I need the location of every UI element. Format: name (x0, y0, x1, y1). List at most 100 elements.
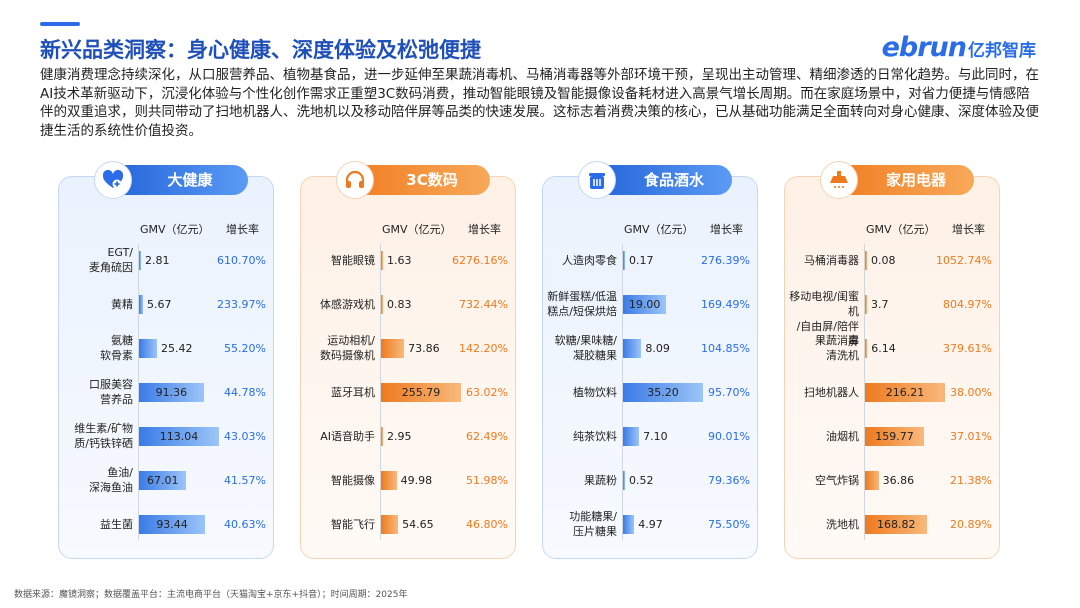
gmv-bar (381, 338, 405, 358)
gmv-value-label: 0.52 (629, 473, 654, 487)
intro-paragraph: 健康消费理念持续深化，从口服营养品、植物基食品，进一步延伸至果蔬消毒机、马桶消毒… (40, 67, 1039, 139)
gmv-value-label: 19.00 (628, 297, 661, 311)
gmv-bar (623, 294, 667, 314)
gmv-value-label: 2.95 (387, 429, 412, 443)
bar-axis-line (380, 244, 381, 540)
growth-rate-label: 276.39% (701, 253, 750, 267)
gmv-value-label: 113.04 (159, 429, 199, 443)
gmv-value-label: 2.81 (145, 253, 170, 267)
panel-title: 大健康 (167, 171, 213, 189)
category-label: AI语音助手 (320, 429, 375, 443)
category-label: 益生菌 (100, 517, 133, 531)
gmv-bar (623, 382, 703, 402)
gmv-bar (139, 250, 141, 270)
growth-rate-label: 38.00% (950, 385, 992, 399)
gmv-value-label: 1.63 (387, 253, 412, 267)
gmv-value-label: 3.7 (871, 297, 889, 311)
chart-panel-4 (784, 176, 1000, 559)
growth-column-header: 增长率 (468, 223, 501, 236)
category-label: 黄精 (111, 297, 133, 311)
gmv-value-label: 4.97 (638, 517, 663, 531)
gmv-value-label: 0.08 (871, 253, 896, 267)
gmv-value-label: 0.17 (629, 253, 654, 267)
gmv-value-label: 0.83 (387, 297, 412, 311)
gmv-value-label: 35.20 (647, 385, 679, 399)
gmv-value-label: 73.86 (408, 341, 440, 355)
gmv-bar (139, 470, 187, 490)
gmv-bar (623, 514, 635, 534)
category-label: 新鲜蛋糕/低温 糕点/短保烘焙 (547, 290, 617, 318)
growth-rate-label: 804.97% (943, 297, 992, 311)
gmv-bar (381, 294, 383, 314)
growth-rate-label: 90.01% (708, 429, 750, 443)
gmv-value-label: 8.09 (645, 341, 670, 355)
gmv-value-label: 67.01 (146, 473, 179, 487)
gmv-bar (139, 514, 206, 534)
panel-title: 3C数码 (406, 171, 458, 189)
category-label: 氨糖 软骨素 (100, 334, 133, 362)
gmv-value-label: 93.44 (156, 517, 188, 531)
category-label: 智能眼镜 (331, 253, 375, 267)
gmv-bar (865, 426, 925, 446)
growth-rate-label: 79.36% (708, 473, 750, 487)
category-label: 运动相机/数码摄像机 (320, 334, 375, 362)
gmv-bar (623, 426, 640, 446)
headphones-icon (336, 161, 374, 199)
gmv-value-label: 159.77 (875, 429, 914, 443)
gmv-value-label: 216.21 (885, 385, 925, 399)
bar-axis-line (138, 244, 139, 540)
gmv-bar (139, 294, 143, 314)
logo-subtitle: 亿邦智库 (968, 41, 1036, 61)
growth-rate-label: 1052.74% (936, 253, 992, 267)
bar-axis-line (864, 244, 865, 540)
growth-rate-label: 20.89% (950, 517, 992, 531)
gmv-bar (139, 382, 204, 402)
category-label: 洗地机 (826, 517, 859, 531)
category-label: 植物饮料 (573, 385, 617, 399)
growth-rate-label: 75.50% (708, 517, 750, 531)
gmv-bar (623, 250, 625, 270)
gmv-value-label: 36.86 (882, 473, 915, 487)
growth-rate-label: 40.63% (224, 517, 266, 531)
growth-rate-label: 41.57% (224, 473, 266, 487)
category-label: 鱼油/深海鱼油 (89, 466, 133, 494)
growth-rate-label: 6276.16% (452, 253, 508, 267)
range-hood-icon (820, 161, 858, 199)
category-label: 果蔬粉 (584, 473, 617, 487)
growth-rate-label: 46.80% (466, 517, 508, 531)
category-label: 维生素/矿物 质/钙铁锌硒 (74, 422, 133, 450)
gmv-bar (381, 470, 397, 490)
panel-title: 食品酒水 (643, 171, 704, 189)
growth-rate-label: 55.20% (224, 341, 266, 355)
gmv-column-header: GMV（亿元） (140, 223, 210, 236)
gmv-column-header: GMV（亿元） (624, 223, 694, 236)
gmv-bar (623, 470, 625, 490)
gmv-column-header: GMV（亿元） (382, 223, 452, 236)
category-label: 软糖/果味糖/凝胶糖果 (554, 334, 617, 362)
category-label: EGT/麦角硫因 (89, 246, 133, 274)
gmv-value-label: 49.98 (400, 473, 433, 487)
gmv-value-label: 25.42 (160, 341, 193, 355)
gmv-value-label: 6.14 (871, 341, 896, 355)
category-label: 功能糖果/压片糖果 (569, 510, 617, 538)
category-label: 蓝牙耳机 (331, 385, 375, 399)
category-label: 果蔬消毒 清洗机 (815, 334, 859, 362)
category-label: 智能飞行 (331, 517, 375, 531)
heart-plus-icon (94, 161, 132, 199)
growth-rate-label: 51.98% (466, 473, 508, 487)
food-container-icon (578, 161, 616, 199)
category-label: 智能摄像 (331, 473, 375, 487)
growth-rate-label: 169.49% (701, 297, 750, 311)
growth-rate-label: 63.02% (466, 385, 508, 399)
growth-rate-label: 104.85% (701, 341, 750, 355)
category-label: 移动电视/闺蜜机/自由屏/陪伴屏 (789, 290, 859, 348)
growth-column-header: 增长率 (952, 223, 985, 236)
panel-title: 家用电器 (885, 171, 946, 189)
gmv-value-label: 91.36 (155, 385, 188, 399)
gmv-bar (865, 470, 879, 490)
gmv-bar (865, 338, 868, 358)
gmv-bar (381, 426, 383, 446)
chart-panel-2 (300, 176, 516, 559)
bar-axis-line (622, 244, 623, 540)
title-accent-line (40, 22, 80, 26)
